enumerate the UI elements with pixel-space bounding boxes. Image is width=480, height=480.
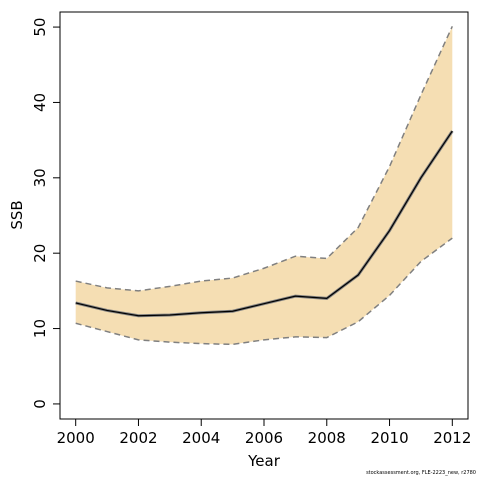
x-tick-label: 2010 [370, 429, 408, 447]
confidence-band [75, 26, 453, 345]
y-tick-label: 40 [31, 93, 49, 112]
x-tick-label: 2008 [308, 429, 346, 447]
x-tick-label: 2002 [119, 429, 157, 447]
ssb-line [75, 130, 453, 317]
y-tick-label: 20 [31, 244, 49, 263]
x-tick-label: 2000 [57, 429, 95, 447]
lower-bound-line [75, 237, 453, 346]
footnote: stockassessment.org, FLE-2223_new, r2780 [366, 470, 476, 476]
x-tick-label: 2012 [433, 429, 471, 447]
x-tick-label: 2004 [182, 429, 220, 447]
x-tick-label: 2006 [245, 429, 283, 447]
x-axis-title: Year [247, 452, 281, 470]
upper-bound-line [75, 26, 453, 292]
y-axis-title: SSB [8, 200, 26, 229]
y-tick-label: 0 [31, 399, 49, 409]
y-tick-label: 30 [31, 168, 49, 187]
y-tick-label: 10 [31, 319, 49, 338]
y-tick-label: 50 [31, 18, 49, 37]
